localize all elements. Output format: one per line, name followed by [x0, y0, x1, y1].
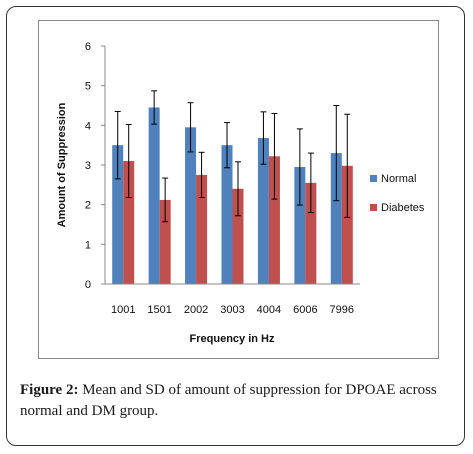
bar-diabetes-1001: [123, 161, 135, 284]
x-tick-label: 1001: [111, 304, 135, 316]
legend-swatch-diabetes: [370, 204, 377, 211]
y-tick-label: 1: [85, 239, 91, 251]
y-tick-label: 2: [85, 200, 91, 212]
x-tick-label: 3003: [220, 304, 244, 316]
x-tick-label: 1501: [147, 304, 171, 316]
bar-normal-6006: [294, 166, 306, 284]
legend-swatch-normal: [370, 175, 377, 182]
x-tick-label: 6006: [293, 304, 317, 316]
bar-normal-1501: [148, 107, 160, 284]
y-tick-label: 4: [85, 120, 91, 132]
x-axis-label: Frequency in Hz: [190, 333, 275, 345]
caption-text: Mean and SD of amount of suppression for…: [20, 382, 437, 419]
y-tick-label: 6: [85, 41, 91, 53]
y-tick-label: 0: [85, 279, 91, 291]
y-tick-label: 3: [85, 160, 91, 172]
bar-normal-7996: [330, 153, 342, 284]
figure-caption: Figure 2: Mean and SD of amount of suppr…: [20, 380, 456, 422]
y-axis-label: Amount of Suppression: [56, 102, 68, 227]
chart-area: 0 1 2 3 4 5 6 1001 1501 2002 3003 4004 6006 7996 Amo…: [38, 20, 439, 359]
bar-chart: 0 1 2 3 4 5 6 1001 1501 2002 3003 4004 6006 7996 Amo…: [56, 41, 425, 345]
x-tick-label: 2002: [184, 304, 208, 316]
bar-diabetes-4004: [268, 156, 280, 284]
bar-diabetes-3003: [232, 188, 244, 284]
bar-normal-4004: [257, 138, 269, 284]
bar-normal-3003: [221, 145, 233, 284]
legend-label-normal: Normal: [381, 173, 416, 185]
legend-label-diabetes: Diabetes: [381, 202, 425, 214]
bar-diabetes-6006: [305, 182, 317, 284]
bar-diabetes-2002: [196, 174, 208, 284]
bar-diabetes-1501: [159, 199, 171, 284]
y-tick-label: 5: [85, 81, 91, 93]
x-tick-label: 4004: [257, 304, 281, 316]
x-tick-label: 7996: [330, 304, 354, 316]
bar-diabetes-7996: [341, 165, 353, 284]
bar-normal-1001: [112, 145, 124, 284]
legend: Normal Diabetes: [370, 173, 425, 214]
bar-normal-2002: [185, 127, 197, 284]
caption-label: Figure 2:: [20, 382, 79, 398]
